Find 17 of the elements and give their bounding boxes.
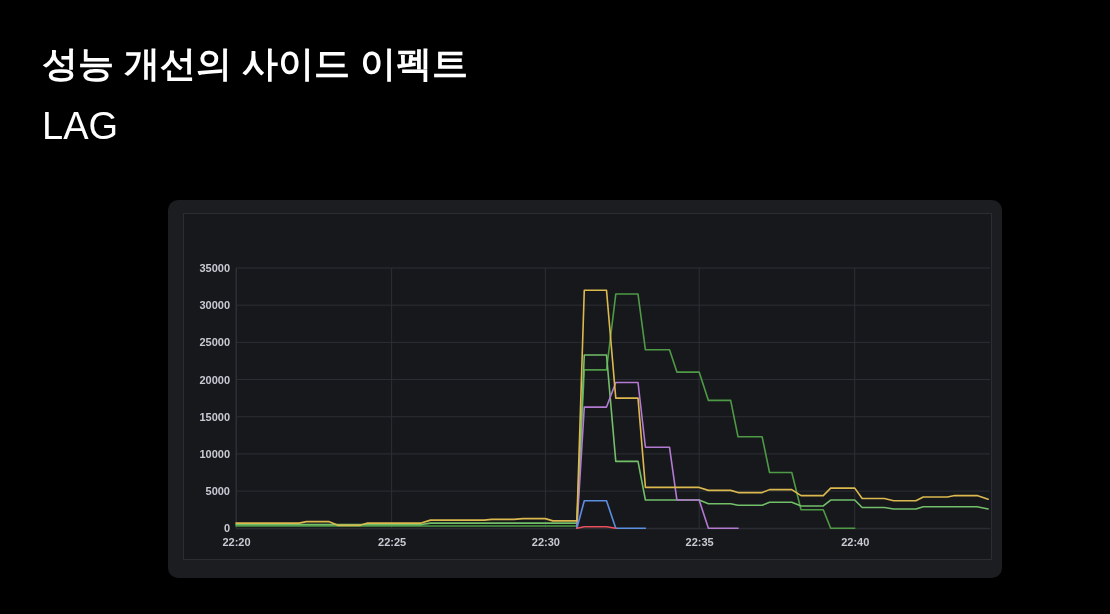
x-tick-label: 22:35 xyxy=(685,536,714,549)
y-tick-label: 10000 xyxy=(199,447,230,460)
line-series xyxy=(576,381,739,530)
x-tick-label: 22:40 xyxy=(841,536,870,549)
y-tick-label: 15000 xyxy=(199,410,230,423)
y-tick-label: 20000 xyxy=(199,373,230,386)
y-tick-label: 25000 xyxy=(199,336,230,349)
y-tick-label: 30000 xyxy=(199,299,230,312)
y-tick-label: 35000 xyxy=(199,262,230,275)
y-tick-label: 5000 xyxy=(205,485,230,498)
x-tick-label: 22:25 xyxy=(378,536,407,549)
line-series xyxy=(235,293,856,530)
chart-subtitle: LAG xyxy=(42,105,119,147)
y-tick-label: 0 xyxy=(223,522,230,535)
x-tick-label: 22:30 xyxy=(531,536,560,549)
x-tick-label: 22:20 xyxy=(222,536,251,549)
chart-title: 성능 개선의 사이드 이펙트 xyxy=(42,43,469,84)
